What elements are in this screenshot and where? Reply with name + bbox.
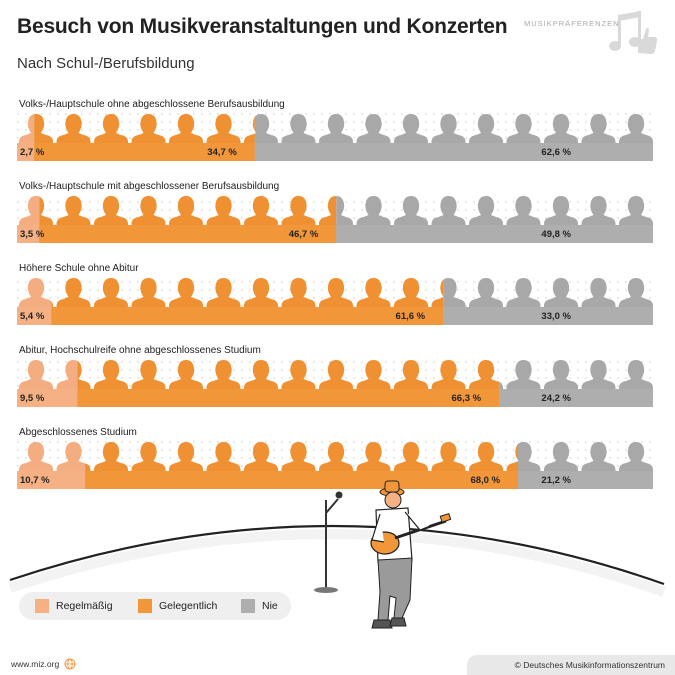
legend-item-regelmaessig: Regelmäßig bbox=[35, 599, 113, 613]
value-label-gelegentlich: 61,6 % bbox=[396, 311, 426, 322]
category-label: Volks-/Hauptschule ohne abgeschlossene B… bbox=[19, 99, 285, 110]
music-like-icon bbox=[609, 11, 658, 54]
value-label-gelegentlich: 46,7 % bbox=[289, 229, 319, 240]
legend: Regelmäßig Gelegentlich Nie bbox=[19, 592, 291, 620]
category-label: Volks-/Hauptschule mit abgeschlossener B… bbox=[19, 181, 279, 192]
footer-copyright: © Deutsches Musikinformationszentrum bbox=[467, 655, 675, 675]
value-label-regelmaessig: 5,4 % bbox=[20, 311, 45, 322]
bar-nie bbox=[336, 225, 653, 243]
bar-nie bbox=[518, 471, 653, 489]
bar-gelegentlich bbox=[85, 471, 519, 489]
bar-regelmaessig bbox=[17, 225, 40, 243]
legend-item-gelegentlich: Gelegentlich bbox=[138, 599, 218, 613]
website-link[interactable]: www.miz.org bbox=[11, 659, 60, 669]
chart-row: Abitur, Hochschulreife ohne abgeschlosse… bbox=[17, 345, 653, 407]
legend-swatch-nie bbox=[241, 599, 255, 613]
bar-nie bbox=[499, 389, 653, 407]
value-label-nie: 33,0 % bbox=[541, 311, 571, 322]
value-label-nie: 24,2 % bbox=[541, 393, 571, 404]
legend-label-regelmaessig: Regelmäßig bbox=[56, 600, 113, 612]
category-badge: MUSIKPRÄFERENZEN bbox=[524, 19, 620, 28]
legend-item-nie: Nie bbox=[241, 599, 278, 613]
bar-gelegentlich bbox=[51, 307, 444, 325]
microphone-stand bbox=[314, 491, 343, 593]
bar-nie bbox=[443, 307, 653, 325]
bar-regelmaessig bbox=[17, 389, 78, 407]
bar-gelegentlich bbox=[77, 389, 500, 407]
legend-swatch-regelmaessig bbox=[35, 599, 49, 613]
page-subtitle: Nach Schul-/Berufsbildung bbox=[17, 55, 195, 72]
bar-gelegentlich bbox=[34, 143, 255, 161]
page-title: Besuch von Musikveranstaltungen und Konz… bbox=[17, 15, 508, 38]
category-label: Höhere Schule ohne Abitur bbox=[19, 263, 139, 274]
value-label-regelmaessig: 2,7 % bbox=[20, 147, 45, 158]
value-label-gelegentlich: 66,3 % bbox=[452, 393, 482, 404]
footer-website[interactable]: www.miz.org bbox=[11, 658, 76, 670]
value-label-gelegentlich: 68,0 % bbox=[470, 475, 500, 486]
bar-nie bbox=[254, 143, 653, 161]
guitarist-figure bbox=[370, 480, 452, 629]
legend-label-nie: Nie bbox=[262, 600, 278, 612]
legend-swatch-gelegentlich bbox=[138, 599, 152, 613]
chart-row: Abgeschlossenes Studium 10,7 % 68,0 % 21,2 … bbox=[17, 427, 653, 489]
value-label-nie: 21,2 % bbox=[541, 475, 571, 486]
chart-row: Volks-/Hauptschule mit abgeschlossener B… bbox=[17, 181, 653, 243]
bar-gelegentlich bbox=[39, 225, 337, 243]
legend-label-gelegentlich: Gelegentlich bbox=[159, 600, 218, 612]
bar-regelmaessig bbox=[17, 471, 86, 489]
value-label-nie: 49,8 % bbox=[541, 229, 571, 240]
value-label-regelmaessig: 3,5 % bbox=[20, 229, 45, 240]
category-label: Abgeschlossenes Studium bbox=[19, 427, 137, 438]
category-label: Abitur, Hochschulreife ohne abgeschlosse… bbox=[19, 345, 261, 356]
value-label-regelmaessig: 9,5 % bbox=[20, 393, 45, 404]
value-label-gelegentlich: 34,7 % bbox=[207, 147, 237, 158]
bar-regelmaessig bbox=[17, 143, 35, 161]
chart-row: Höhere Schule ohne Abitur 5,4 % 61,6 % 33,0… bbox=[17, 263, 653, 325]
globe-icon bbox=[64, 658, 76, 670]
value-label-nie: 62,6 % bbox=[541, 147, 571, 158]
bar-regelmaessig bbox=[17, 307, 52, 325]
value-label-regelmaessig: 10,7 % bbox=[20, 475, 50, 486]
chart-row: Volks-/Hauptschule ohne abgeschlossene B… bbox=[17, 99, 653, 161]
